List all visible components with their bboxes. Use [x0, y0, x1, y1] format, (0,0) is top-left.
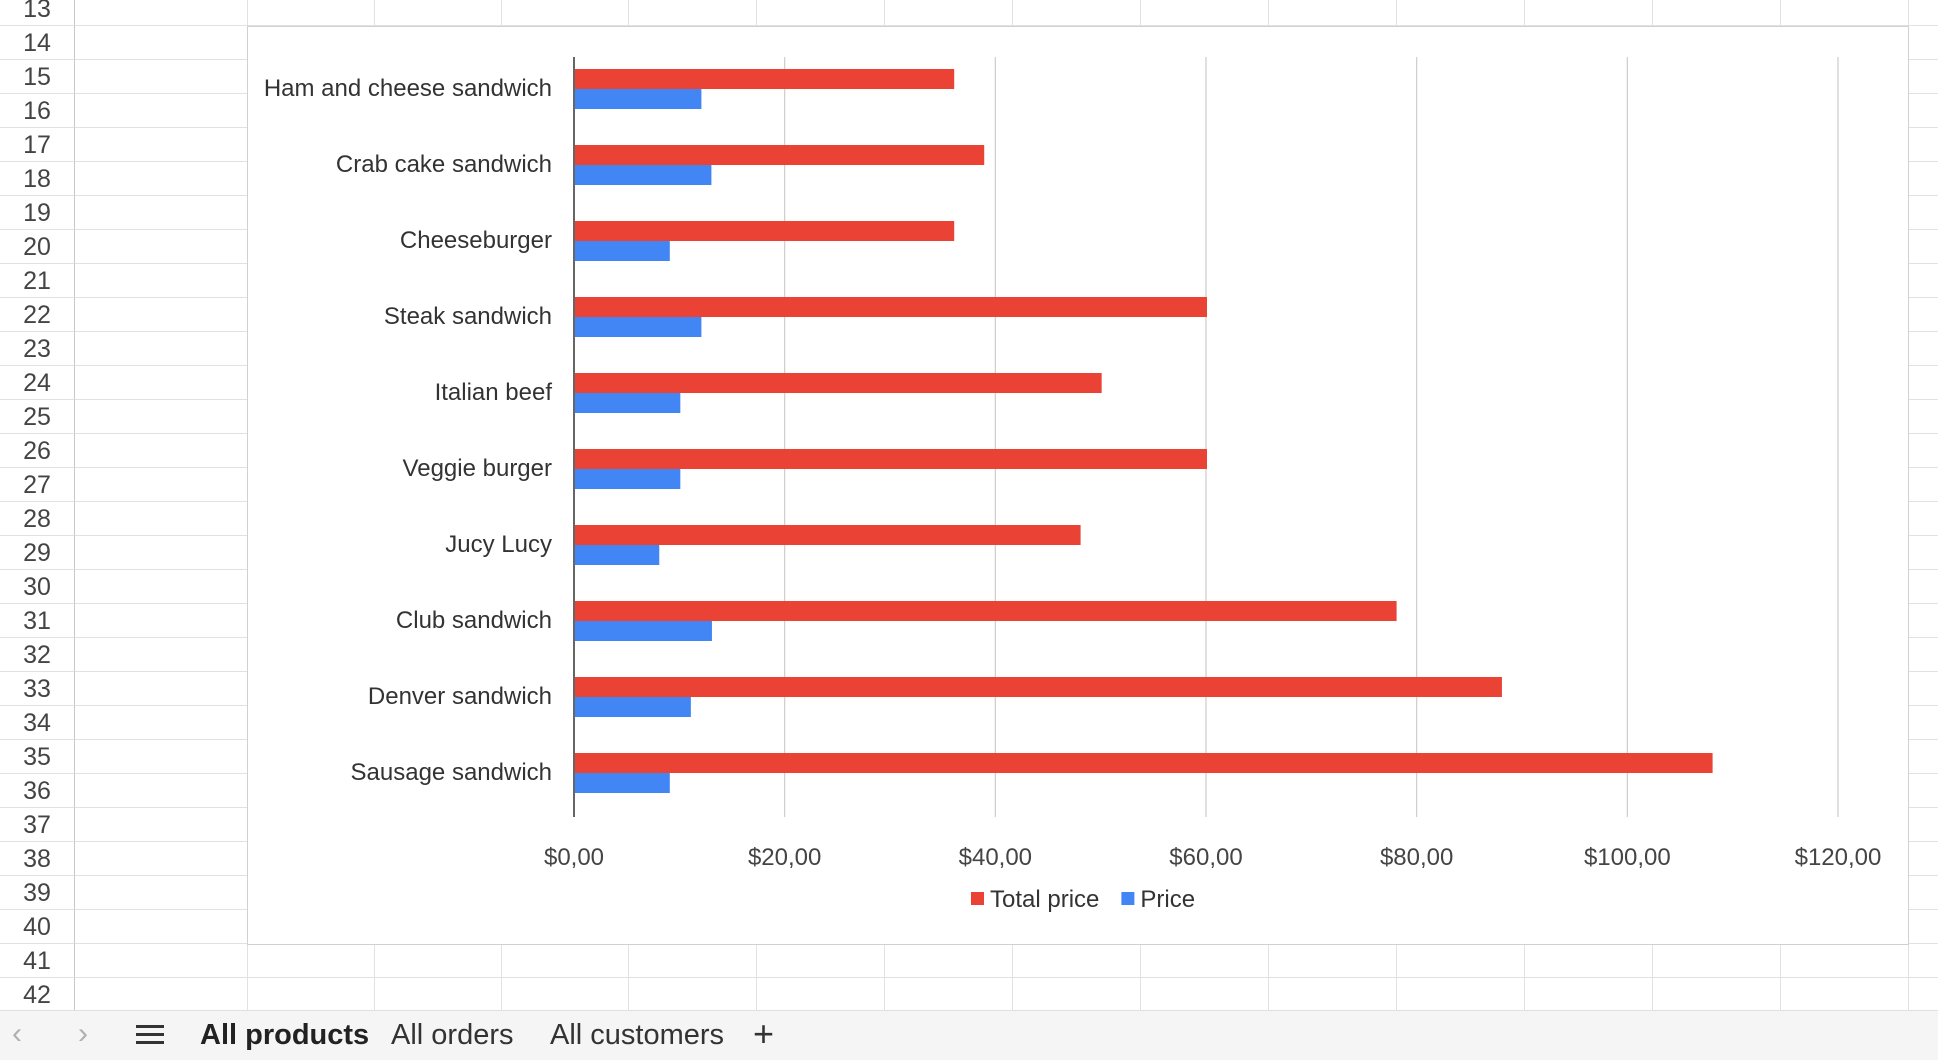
- x-tick-label: $120,00: [1795, 844, 1882, 871]
- legend-swatch: [971, 892, 984, 905]
- row-header[interactable]: 33: [0, 672, 75, 706]
- row-gridline: [75, 977, 1938, 978]
- tab-all-customers[interactable]: All customers: [550, 1019, 725, 1051]
- bar-total-price[interactable]: [575, 373, 1102, 393]
- x-tick-label: $60,00: [1169, 844, 1242, 871]
- bar-price[interactable]: [575, 469, 681, 489]
- row-header[interactable]: 42: [0, 978, 75, 1010]
- scroll-left-arrow-icon[interactable]: ‹: [12, 1017, 22, 1050]
- y-category-label: Italian beef: [435, 379, 553, 406]
- y-category-label: Crab cake sandwich: [336, 151, 552, 178]
- bar-price[interactable]: [575, 89, 702, 109]
- sheet-tab-bar: ‹ › All products All orders All customer…: [0, 1010, 1938, 1060]
- row-header[interactable]: 23: [0, 332, 75, 366]
- x-tick-label: $20,00: [748, 844, 821, 871]
- bar-price[interactable]: [575, 697, 691, 717]
- row-header[interactable]: 39: [0, 876, 75, 910]
- bar-total-price[interactable]: [575, 525, 1081, 545]
- tab-all-orders[interactable]: All orders: [391, 1019, 514, 1051]
- y-category-label: Jucy Lucy: [445, 531, 552, 558]
- row-header[interactable]: 18: [0, 162, 75, 196]
- tab-all-products[interactable]: All products: [200, 1019, 370, 1051]
- row-header[interactable]: 20: [0, 230, 75, 264]
- chart-svg: $0,00 $20,00 $40,00 $60,00 $80,00 $100,00 $120…: [264, 57, 1882, 913]
- legend-label: Price: [1140, 886, 1195, 913]
- row-header[interactable]: 29: [0, 536, 75, 570]
- add-sheet-plus-icon[interactable]: +: [753, 1013, 775, 1054]
- x-tick-label: $100,00: [1584, 844, 1671, 871]
- row-header[interactable]: 13: [0, 0, 75, 26]
- row-header[interactable]: 34: [0, 706, 75, 740]
- row-header[interactable]: 22: [0, 298, 75, 332]
- row-header[interactable]: 15: [0, 60, 75, 94]
- bar-price[interactable]: [575, 317, 702, 337]
- x-tick-label: $0,00: [544, 844, 604, 871]
- bar-price[interactable]: [575, 773, 670, 793]
- bar-total-price[interactable]: [575, 145, 985, 165]
- legend-label: Total price: [990, 886, 1099, 913]
- row-header[interactable]: 38: [0, 842, 75, 876]
- row-header[interactable]: 37: [0, 808, 75, 842]
- row-header[interactable]: 28: [0, 502, 75, 536]
- y-category-label: Sausage sandwich: [351, 759, 552, 786]
- row-header[interactable]: 17: [0, 128, 75, 162]
- y-category-label: Veggie burger: [403, 455, 552, 482]
- bar-total-price[interactable]: [575, 677, 1502, 697]
- bar-price[interactable]: [575, 545, 660, 565]
- row-header[interactable]: 31: [0, 604, 75, 638]
- bar-total-price[interactable]: [575, 449, 1207, 469]
- row-header[interactable]: 41: [0, 944, 75, 978]
- y-category-label: Steak sandwich: [384, 303, 552, 330]
- row-header[interactable]: 32: [0, 638, 75, 672]
- row-gridline: [75, 25, 1938, 26]
- bar-total-price[interactable]: [575, 221, 955, 241]
- row-header[interactable]: 27: [0, 468, 75, 502]
- row-header[interactable]: 30: [0, 570, 75, 604]
- row-header[interactable]: 36: [0, 774, 75, 808]
- y-category-label: Club sandwich: [396, 607, 552, 634]
- bar-price[interactable]: [575, 393, 681, 413]
- hamburger-menu-icon[interactable]: [136, 1025, 164, 1045]
- bar-price[interactable]: [575, 165, 712, 185]
- row-header[interactable]: 26: [0, 434, 75, 468]
- bar-price[interactable]: [575, 621, 712, 641]
- x-tick-label: $80,00: [1380, 844, 1453, 871]
- bar-total-price[interactable]: [575, 601, 1397, 621]
- row-header[interactable]: 19: [0, 196, 75, 230]
- bar-chart[interactable]: $0,00 $20,00 $40,00 $60,00 $80,00 $100,00 $120…: [247, 26, 1909, 945]
- bar-price[interactable]: [575, 241, 670, 261]
- y-category-label: Cheeseburger: [400, 227, 552, 254]
- row-header[interactable]: 16: [0, 94, 75, 128]
- bar-total-price[interactable]: [575, 753, 1713, 773]
- scroll-right-arrow-icon[interactable]: ›: [78, 1017, 88, 1050]
- row-header[interactable]: 25: [0, 400, 75, 434]
- row-header[interactable]: 24: [0, 366, 75, 400]
- y-category-label: Denver sandwich: [368, 683, 552, 710]
- y-category-label: Ham and cheese sandwich: [264, 75, 552, 102]
- x-tick-label: $40,00: [959, 844, 1032, 871]
- bar-total-price[interactable]: [575, 297, 1207, 317]
- row-header[interactable]: 21: [0, 264, 75, 298]
- row-header[interactable]: 40: [0, 910, 75, 944]
- row-header[interactable]: 14: [0, 26, 75, 60]
- bar-total-price[interactable]: [575, 69, 955, 89]
- row-header[interactable]: 35: [0, 740, 75, 774]
- legend-swatch: [1121, 892, 1135, 905]
